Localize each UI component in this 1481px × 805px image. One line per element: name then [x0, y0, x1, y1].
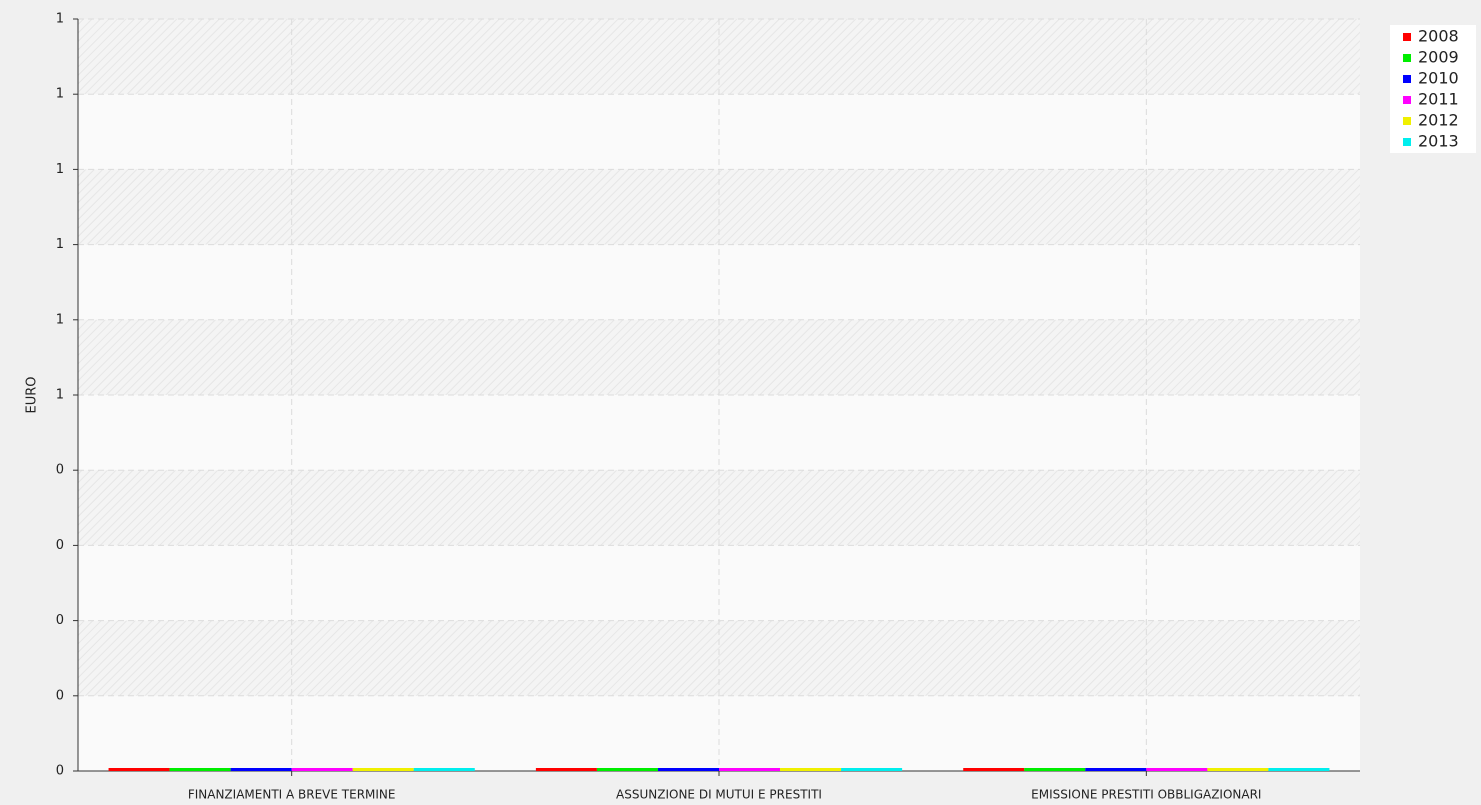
y-tick-label: 1 [56, 312, 64, 327]
y-tick-label: 1 [56, 12, 64, 27]
x-tick-label: FINANZIAMENTI A BREVE TERMINE [188, 788, 396, 802]
legend-swatch [1403, 54, 1411, 62]
bar [719, 768, 781, 771]
bar [169, 768, 231, 771]
y-tick-label: 1 [56, 388, 64, 403]
bar [963, 768, 1025, 771]
y-tick-label: 0 [56, 764, 64, 779]
legend-label: 2010 [1418, 69, 1459, 88]
legend-swatch [1403, 96, 1411, 104]
bar [1268, 768, 1330, 771]
legend-swatch [1403, 33, 1411, 41]
y-tick-label: 0 [56, 538, 64, 553]
y-axis-label: EURO [25, 377, 40, 414]
bar [352, 768, 414, 771]
y-tick-label: 1 [56, 162, 64, 177]
bar [1146, 768, 1208, 771]
legend-label: 2009 [1418, 48, 1459, 67]
legend-swatch [1403, 75, 1411, 83]
bar [841, 768, 903, 771]
bar [1207, 768, 1269, 771]
bar [596, 768, 658, 771]
y-tick-label: 0 [56, 613, 64, 628]
y-tick-label: 0 [56, 688, 64, 703]
bar [780, 768, 842, 771]
bar [1085, 768, 1147, 771]
bar [108, 768, 170, 771]
bar [535, 768, 597, 771]
legend-label: 2013 [1418, 132, 1459, 151]
bar [291, 768, 353, 771]
legend-label: 2008 [1418, 27, 1459, 46]
y-tick-label: 1 [56, 87, 64, 102]
bar [1024, 768, 1086, 771]
x-tick-label: ASSUNZIONE DI MUTUI E PRESTITI [616, 788, 822, 802]
legend-swatch [1403, 117, 1411, 125]
bar [413, 768, 475, 771]
legend-label: 2011 [1418, 90, 1459, 109]
bar [657, 768, 719, 771]
legend-box [1390, 25, 1476, 153]
y-tick-label: 1 [56, 237, 64, 252]
bar [230, 768, 292, 771]
x-tick-label: EMISSIONE PRESTITI OBBLIGAZIONARI [1031, 788, 1261, 802]
legend-swatch [1403, 138, 1411, 146]
y-tick-label: 0 [56, 463, 64, 478]
legend-label: 2012 [1418, 111, 1459, 130]
